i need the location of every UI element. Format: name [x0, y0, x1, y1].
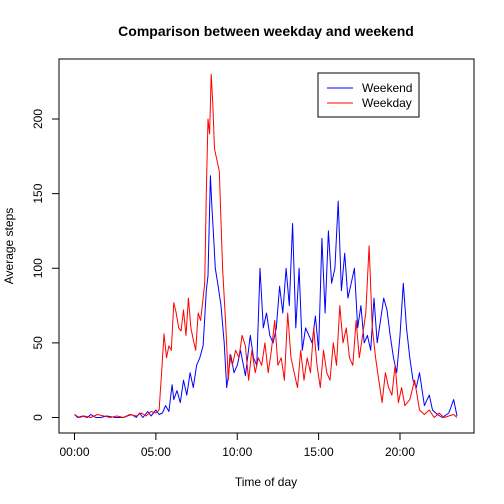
y-tick-label: 200 — [31, 109, 45, 129]
x-tick-label: 20:00 — [385, 445, 415, 459]
y-axis: 0 50 100 150 200 — [31, 109, 60, 421]
x-axis: 00:00 05:00 10:00 15:00 20:00 — [59, 432, 415, 459]
x-tick-label: 00:00 — [59, 445, 89, 459]
legend-box — [317, 72, 420, 118]
x-tick-label: 10:00 — [222, 445, 252, 459]
x-axis-label: Time of day — [235, 475, 297, 489]
legend-label-weekday: Weekday — [362, 96, 412, 110]
y-tick-label: 50 — [31, 336, 45, 350]
series-layer — [74, 73, 458, 418]
y-tick-label: 150 — [31, 183, 45, 203]
y-axis-label: Average steps — [2, 208, 16, 285]
chart-title: Comparison between weekday and weekend — [118, 23, 414, 39]
y-tick-label: 0 — [31, 414, 45, 421]
x-tick-label: 05:00 — [141, 445, 171, 459]
series-line-weekday — [74, 73, 458, 418]
x-tick-label: 15:00 — [304, 445, 334, 459]
y-tick-label: 100 — [31, 258, 45, 278]
legend-label-weekend: Weekend — [362, 81, 412, 95]
series-line-weekend — [74, 175, 458, 418]
